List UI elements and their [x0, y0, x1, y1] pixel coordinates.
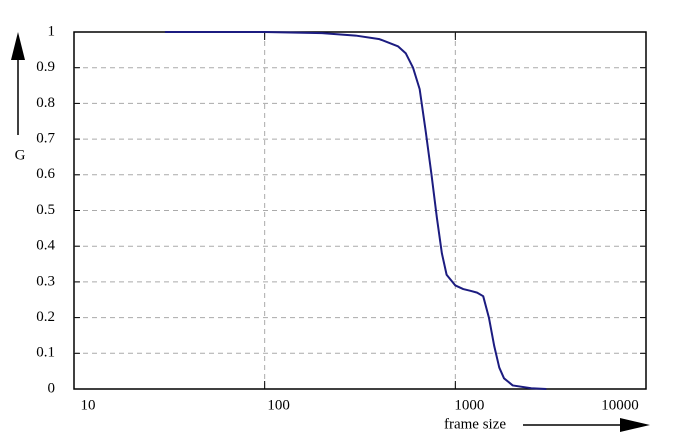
x-tick-label: 1000 — [454, 397, 484, 413]
y-axis-label: G — [15, 147, 26, 163]
y-tick-label: 0.3 — [36, 273, 55, 289]
x-axis-label: frame size — [444, 416, 506, 432]
y-tick-label: 0.1 — [36, 345, 55, 361]
data-line — [164, 31, 547, 390]
x-tick-label: 100 — [267, 397, 290, 413]
y-tick-label: 0.6 — [36, 166, 55, 182]
x-tick-label: 10 — [81, 397, 96, 413]
y-tick-label: 0.5 — [36, 202, 55, 218]
y-tick-label: 0.2 — [36, 309, 55, 325]
y-tick-label: 1 — [48, 23, 56, 39]
x-arrow-head — [620, 418, 650, 432]
x-tick-label: 10000 — [601, 397, 639, 413]
y-tick-label: 0.7 — [36, 131, 55, 147]
y-tick-label: 0 — [48, 380, 56, 396]
y-tick-label: 0.9 — [36, 59, 55, 75]
y-tick-label: 0.4 — [36, 238, 55, 254]
y-tick-label: 0.8 — [36, 95, 55, 111]
y-arrow-head — [11, 32, 25, 60]
